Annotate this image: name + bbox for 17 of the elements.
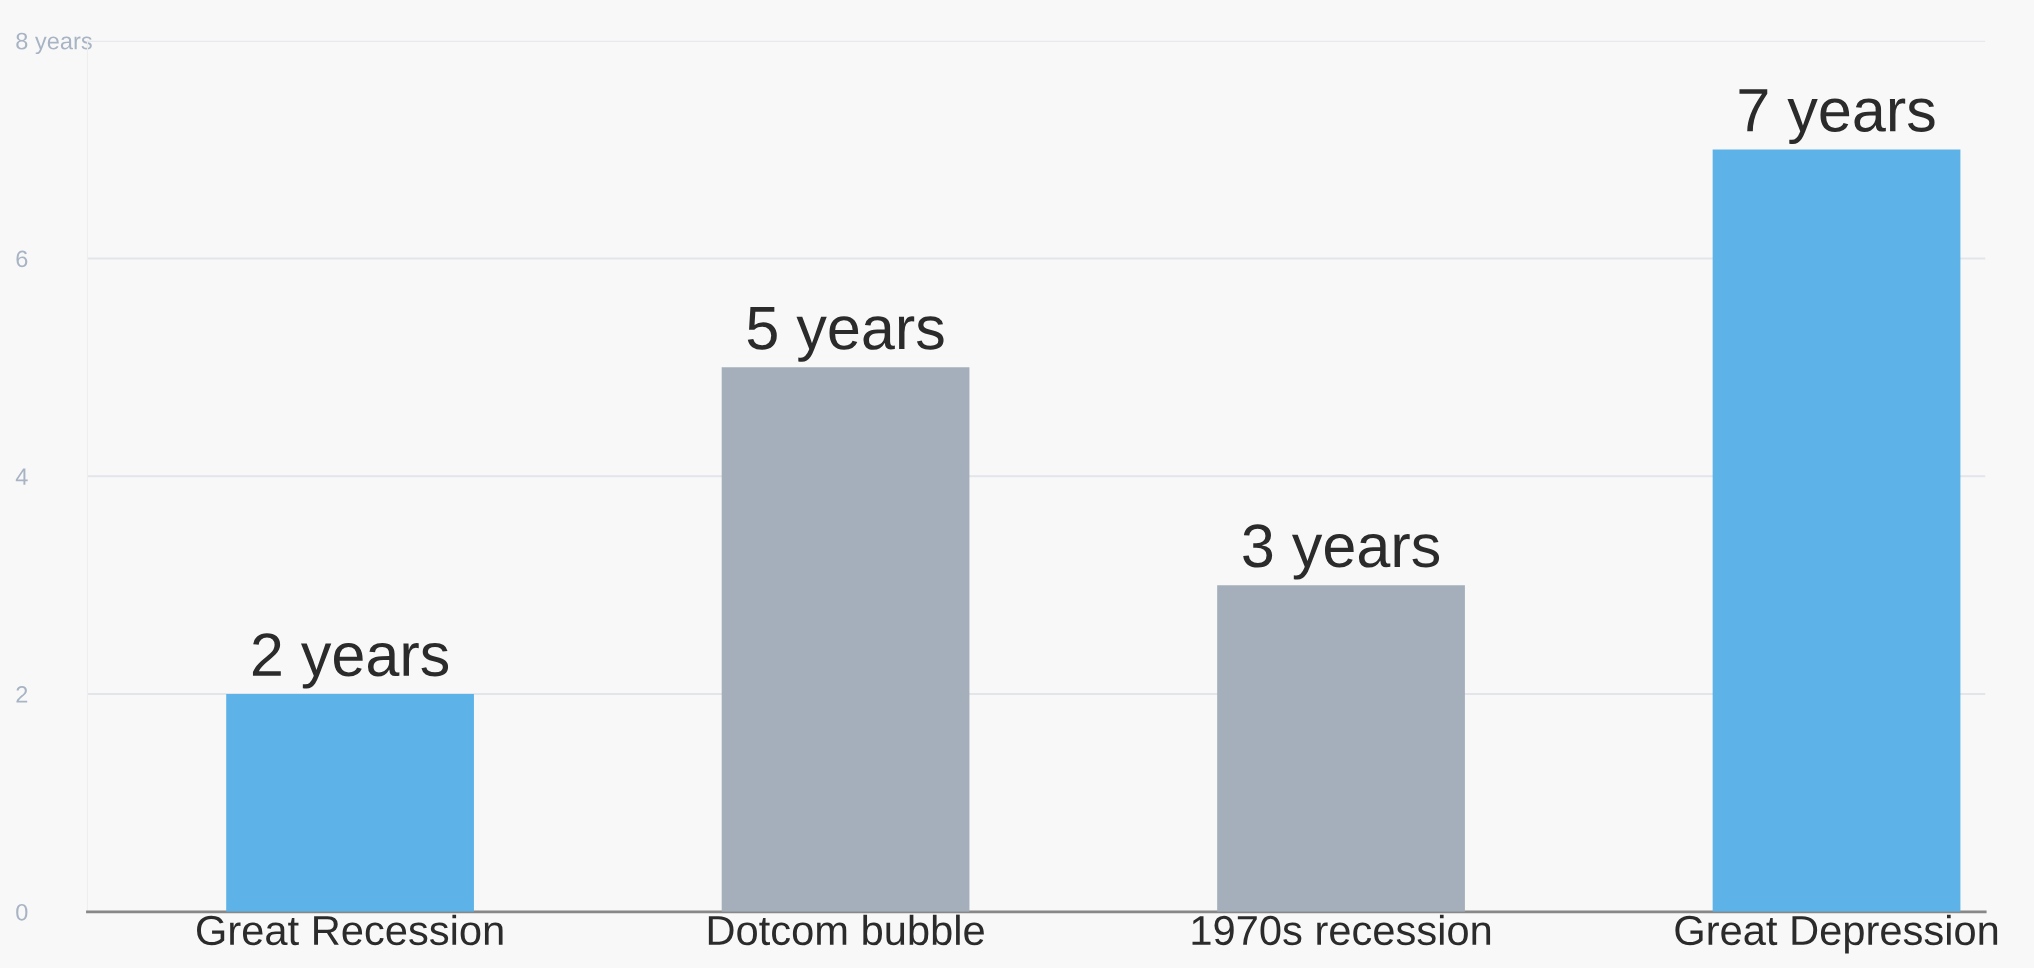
x-tick-label: Great Depression	[1675, 914, 1998, 954]
bar	[721, 367, 970, 912]
x-tick-label: Great Recession	[197, 914, 503, 946]
x-tick-label: 1970s recession	[1192, 914, 1491, 946]
data-label: 2 years	[252, 633, 449, 689]
data-label: 5 years	[747, 307, 944, 362]
data-label: 3 years	[1243, 524, 1440, 580]
x-tick-label: Dotcom bubble	[708, 914, 984, 946]
bar	[226, 694, 474, 912]
bar	[1217, 585, 1465, 912]
y-tick-label: 8 years	[16, 32, 92, 55]
bar	[1712, 149, 1961, 912]
y-tick-label: 2	[16, 686, 28, 703]
y-tick-label: 0	[16, 903, 28, 921]
y-tick-label: 4	[15, 468, 28, 485]
y-tick-label: 6	[16, 250, 28, 268]
data-label: 7 years	[1739, 89, 1935, 144]
